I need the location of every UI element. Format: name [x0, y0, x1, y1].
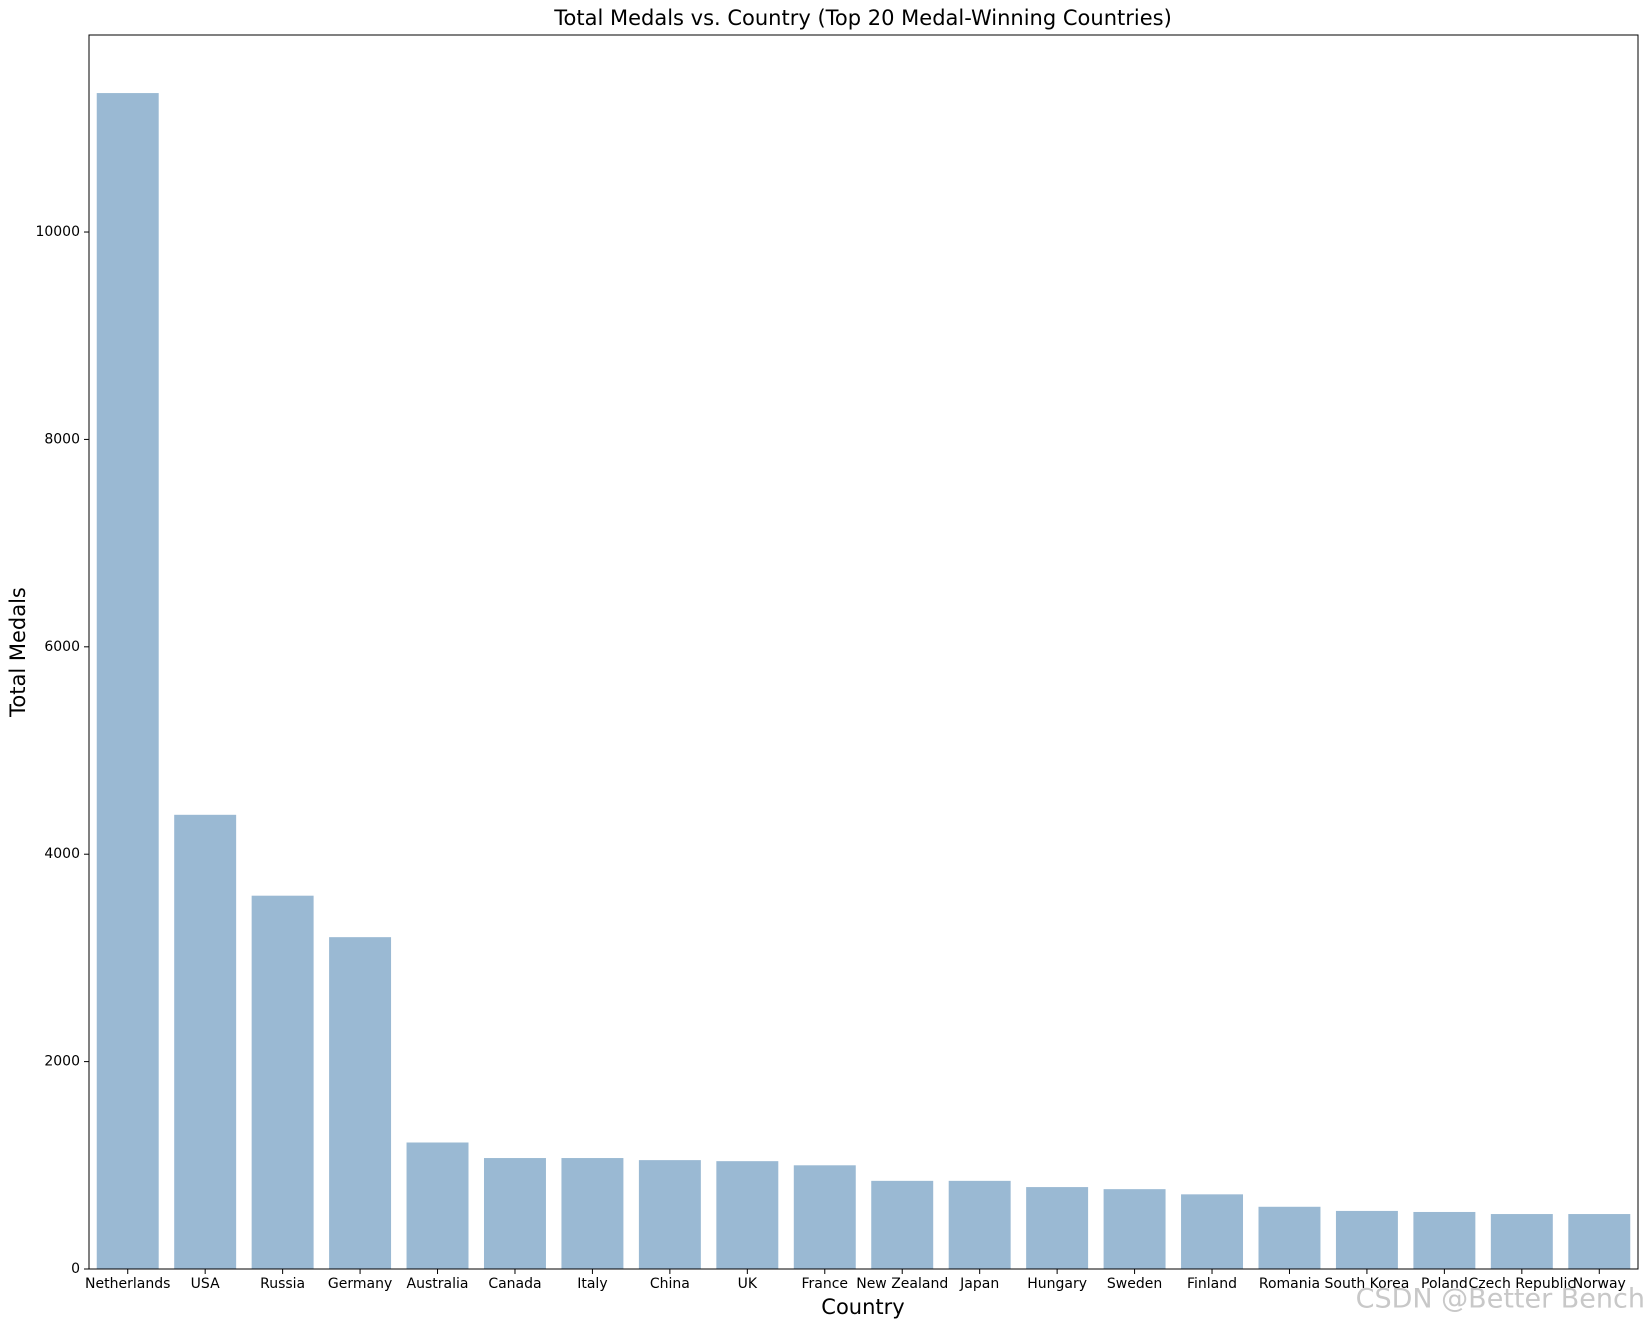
x-tick-label: USA	[191, 1276, 220, 1292]
x-tick-label: Russia	[260, 1276, 305, 1292]
bar	[96, 93, 159, 1270]
x-tick-label: Netherlands	[85, 1276, 170, 1292]
x-tick-label: France	[801, 1276, 848, 1292]
x-tick-label: China	[650, 1276, 690, 1292]
watermark: CSDN @Better Bench	[1356, 1284, 1645, 1315]
bar	[638, 1160, 701, 1269]
x-tick-label: Romania	[1259, 1276, 1320, 1292]
y-tick-label: 2000	[44, 1054, 80, 1070]
x-tick-label: New Zealand	[856, 1276, 948, 1292]
bar	[1181, 1194, 1244, 1269]
x-tick-label: Germany	[328, 1276, 392, 1292]
bar	[406, 1142, 469, 1269]
x-tick-label: Sweden	[1107, 1276, 1162, 1292]
x-tick-label: Finland	[1187, 1276, 1237, 1292]
bar	[483, 1158, 546, 1269]
x-tick-label: Italy	[577, 1276, 607, 1292]
bar	[561, 1158, 624, 1269]
y-tick-label: 4000	[44, 846, 80, 862]
bar	[716, 1161, 779, 1269]
plot-frame	[88, 34, 1639, 1270]
y-tick-label: 0	[71, 1261, 80, 1277]
y-axis-label: Total Medals	[6, 587, 30, 718]
bar	[793, 1165, 856, 1269]
bar	[871, 1180, 934, 1269]
x-tick-label: UK	[738, 1276, 758, 1292]
x-tick-label: Czech Republic	[1469, 1276, 1576, 1292]
bar	[1568, 1214, 1631, 1269]
bar	[1103, 1189, 1166, 1269]
y-tick-label: 10000	[35, 224, 80, 240]
chart-title: Total Medals vs. Country (Top 20 Medal-W…	[553, 6, 1172, 30]
bar	[251, 895, 314, 1269]
bar	[329, 937, 392, 1269]
bar	[1490, 1214, 1553, 1269]
x-axis-label: Country	[821, 1295, 904, 1319]
bar	[1258, 1206, 1321, 1269]
y-tick-label: 6000	[44, 639, 80, 655]
bar	[948, 1180, 1011, 1269]
x-tick-label: Japan	[959, 1276, 999, 1292]
x-tick-label: Poland	[1421, 1276, 1468, 1292]
x-tick-label: Australia	[407, 1276, 469, 1292]
y-tick-label: 8000	[44, 431, 80, 447]
bar	[174, 814, 237, 1269]
bar	[1413, 1211, 1476, 1269]
x-tick-label: Canada	[488, 1276, 541, 1292]
bar	[1026, 1187, 1089, 1269]
x-tick-label: South Korea	[1325, 1276, 1410, 1292]
x-tick-label: Norway	[1573, 1276, 1626, 1292]
bar	[1335, 1210, 1398, 1269]
x-tick-label: Hungary	[1027, 1276, 1087, 1292]
